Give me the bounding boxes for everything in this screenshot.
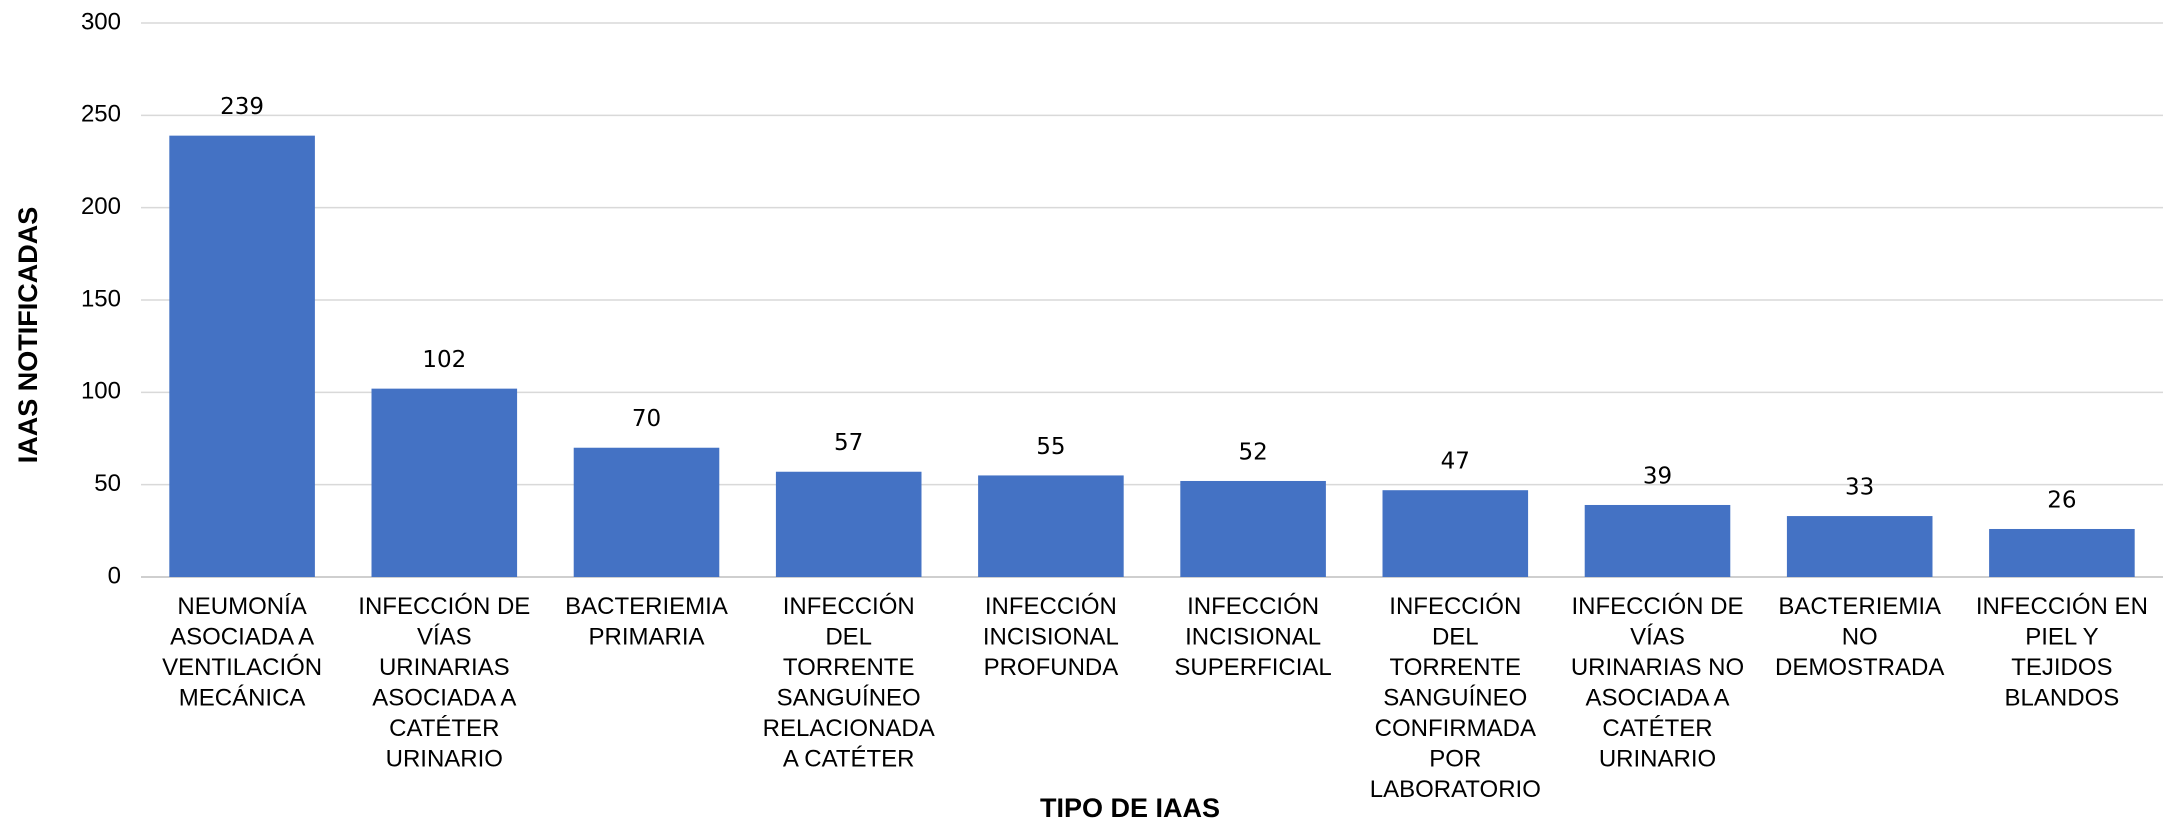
- value-label: 26: [2047, 487, 2076, 513]
- y-tick-label: 150: [81, 285, 121, 312]
- bar: [573, 447, 720, 577]
- bar: [1382, 490, 1529, 577]
- y-tick-label: 0: [108, 562, 121, 589]
- y-axis-title: IAAS NOTIFICADAS: [13, 207, 43, 464]
- x-tick-label: INFECCIÓN DEL TORRENTE SANGUÍNEO RELACIONADA…: [763, 593, 935, 773]
- value-label: 52: [1238, 439, 1267, 465]
- x-tick-label: INFECCIÓN INCISIONAL PROFUNDA: [983, 593, 1119, 681]
- y-tick-label: 250: [81, 101, 121, 128]
- y-tick-label: 200: [81, 193, 121, 220]
- y-tick-label: 100: [81, 378, 121, 405]
- x-tick-label: BACTERIEMIA PRIMARIA: [565, 593, 728, 651]
- x-tick-label: INFECCIÓN DE VÍAS URINARIAS ASOCIADA A CATÉT…: [358, 593, 530, 773]
- value-label: 33: [1845, 475, 1874, 501]
- value-label: 55: [1036, 434, 1065, 460]
- bar: [371, 388, 518, 577]
- bar: [169, 135, 315, 577]
- x-tick-label: NEUMONÍA ASOCIADA A VENTILACIÓN MECÁNICA: [162, 593, 322, 712]
- x-tick-label: INFECCIÓN DEL TORRENTE SANGUÍNEO CONFIRMADA P…: [1370, 593, 1541, 803]
- bar: [1786, 516, 1933, 577]
- x-axis-title: TIPO DE IAAS: [1040, 793, 1220, 823]
- y-tick-label: 300: [81, 8, 121, 35]
- value-label: 39: [1643, 463, 1672, 489]
- y-tick-label: 50: [94, 470, 121, 497]
- x-tick-label: INFECCIÓN INCISIONAL SUPERFICIAL: [1174, 593, 1331, 681]
- x-tick-label: INFECCIÓN DE VÍAS URINARIAS NO ASOCIADA A CA…: [1571, 593, 1744, 773]
- x-tick-label: BACTERIEMIA NO DEMOSTRADA: [1775, 593, 1944, 681]
- value-label: 47: [1441, 449, 1470, 475]
- value-label: 239: [220, 94, 264, 120]
- bar: [775, 471, 922, 577]
- x-tick-label: INFECCIÓN EN PIEL Y TEJIDOS BLANDOS: [1976, 593, 2148, 712]
- bar: [1989, 528, 2135, 577]
- value-label: 70: [632, 406, 661, 432]
- bar: [978, 475, 1124, 577]
- bar: [1180, 480, 1326, 577]
- value-label: 102: [422, 347, 466, 373]
- bar: [1584, 504, 1731, 577]
- value-label: 57: [834, 430, 863, 456]
